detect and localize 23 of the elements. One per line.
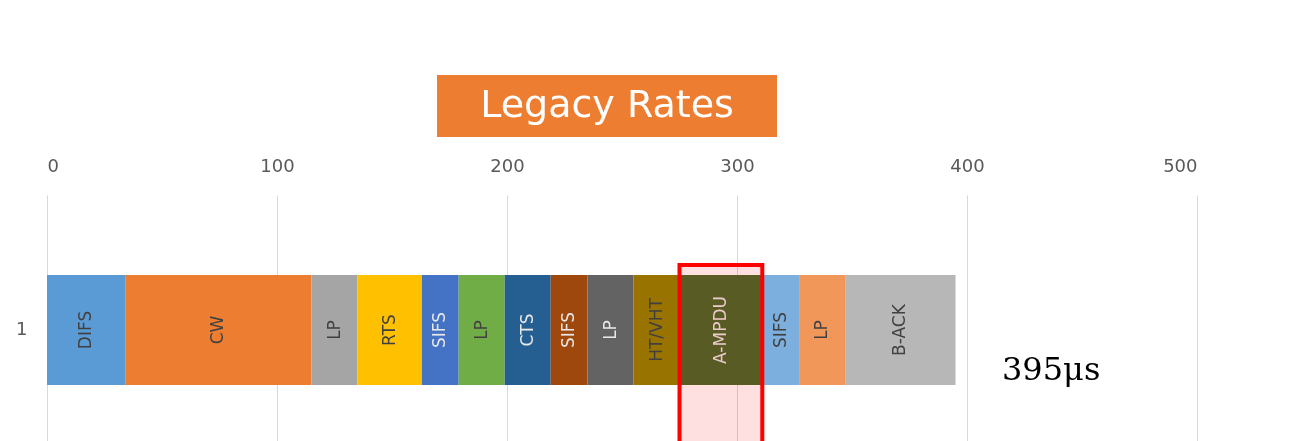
- text: Legacy Rates: [480, 82, 734, 126]
- x-tick-label: 400: [950, 154, 985, 176]
- x-tick-label: 500: [1163, 154, 1198, 176]
- x-tick-label: 100: [260, 154, 295, 176]
- series-label: SIFS: [769, 311, 790, 349]
- series-label: CW: [207, 315, 228, 345]
- x-tick-label: 300: [720, 154, 755, 176]
- series-label: A-MPDU: [709, 296, 730, 364]
- series-label: CTS: [516, 313, 537, 347]
- series-label: HT/VHT: [645, 297, 666, 362]
- y-tick-label: 1: [16, 318, 28, 339]
- series-label: DIFS: [75, 310, 96, 350]
- series-label: LP: [323, 320, 344, 340]
- series-label: LP: [811, 320, 832, 340]
- series-label: LP: [470, 320, 491, 340]
- series-label: RTS: [378, 314, 399, 346]
- series-label: SIFS: [429, 311, 450, 349]
- annotation: 395μs: [1002, 350, 1101, 388]
- x-tick-label: 0: [47, 154, 59, 176]
- series-label: SIFS: [558, 311, 579, 349]
- x-tick-label: 200: [490, 154, 525, 176]
- series-label: LP: [599, 320, 620, 340]
- series-label: B-ACK: [889, 303, 910, 356]
